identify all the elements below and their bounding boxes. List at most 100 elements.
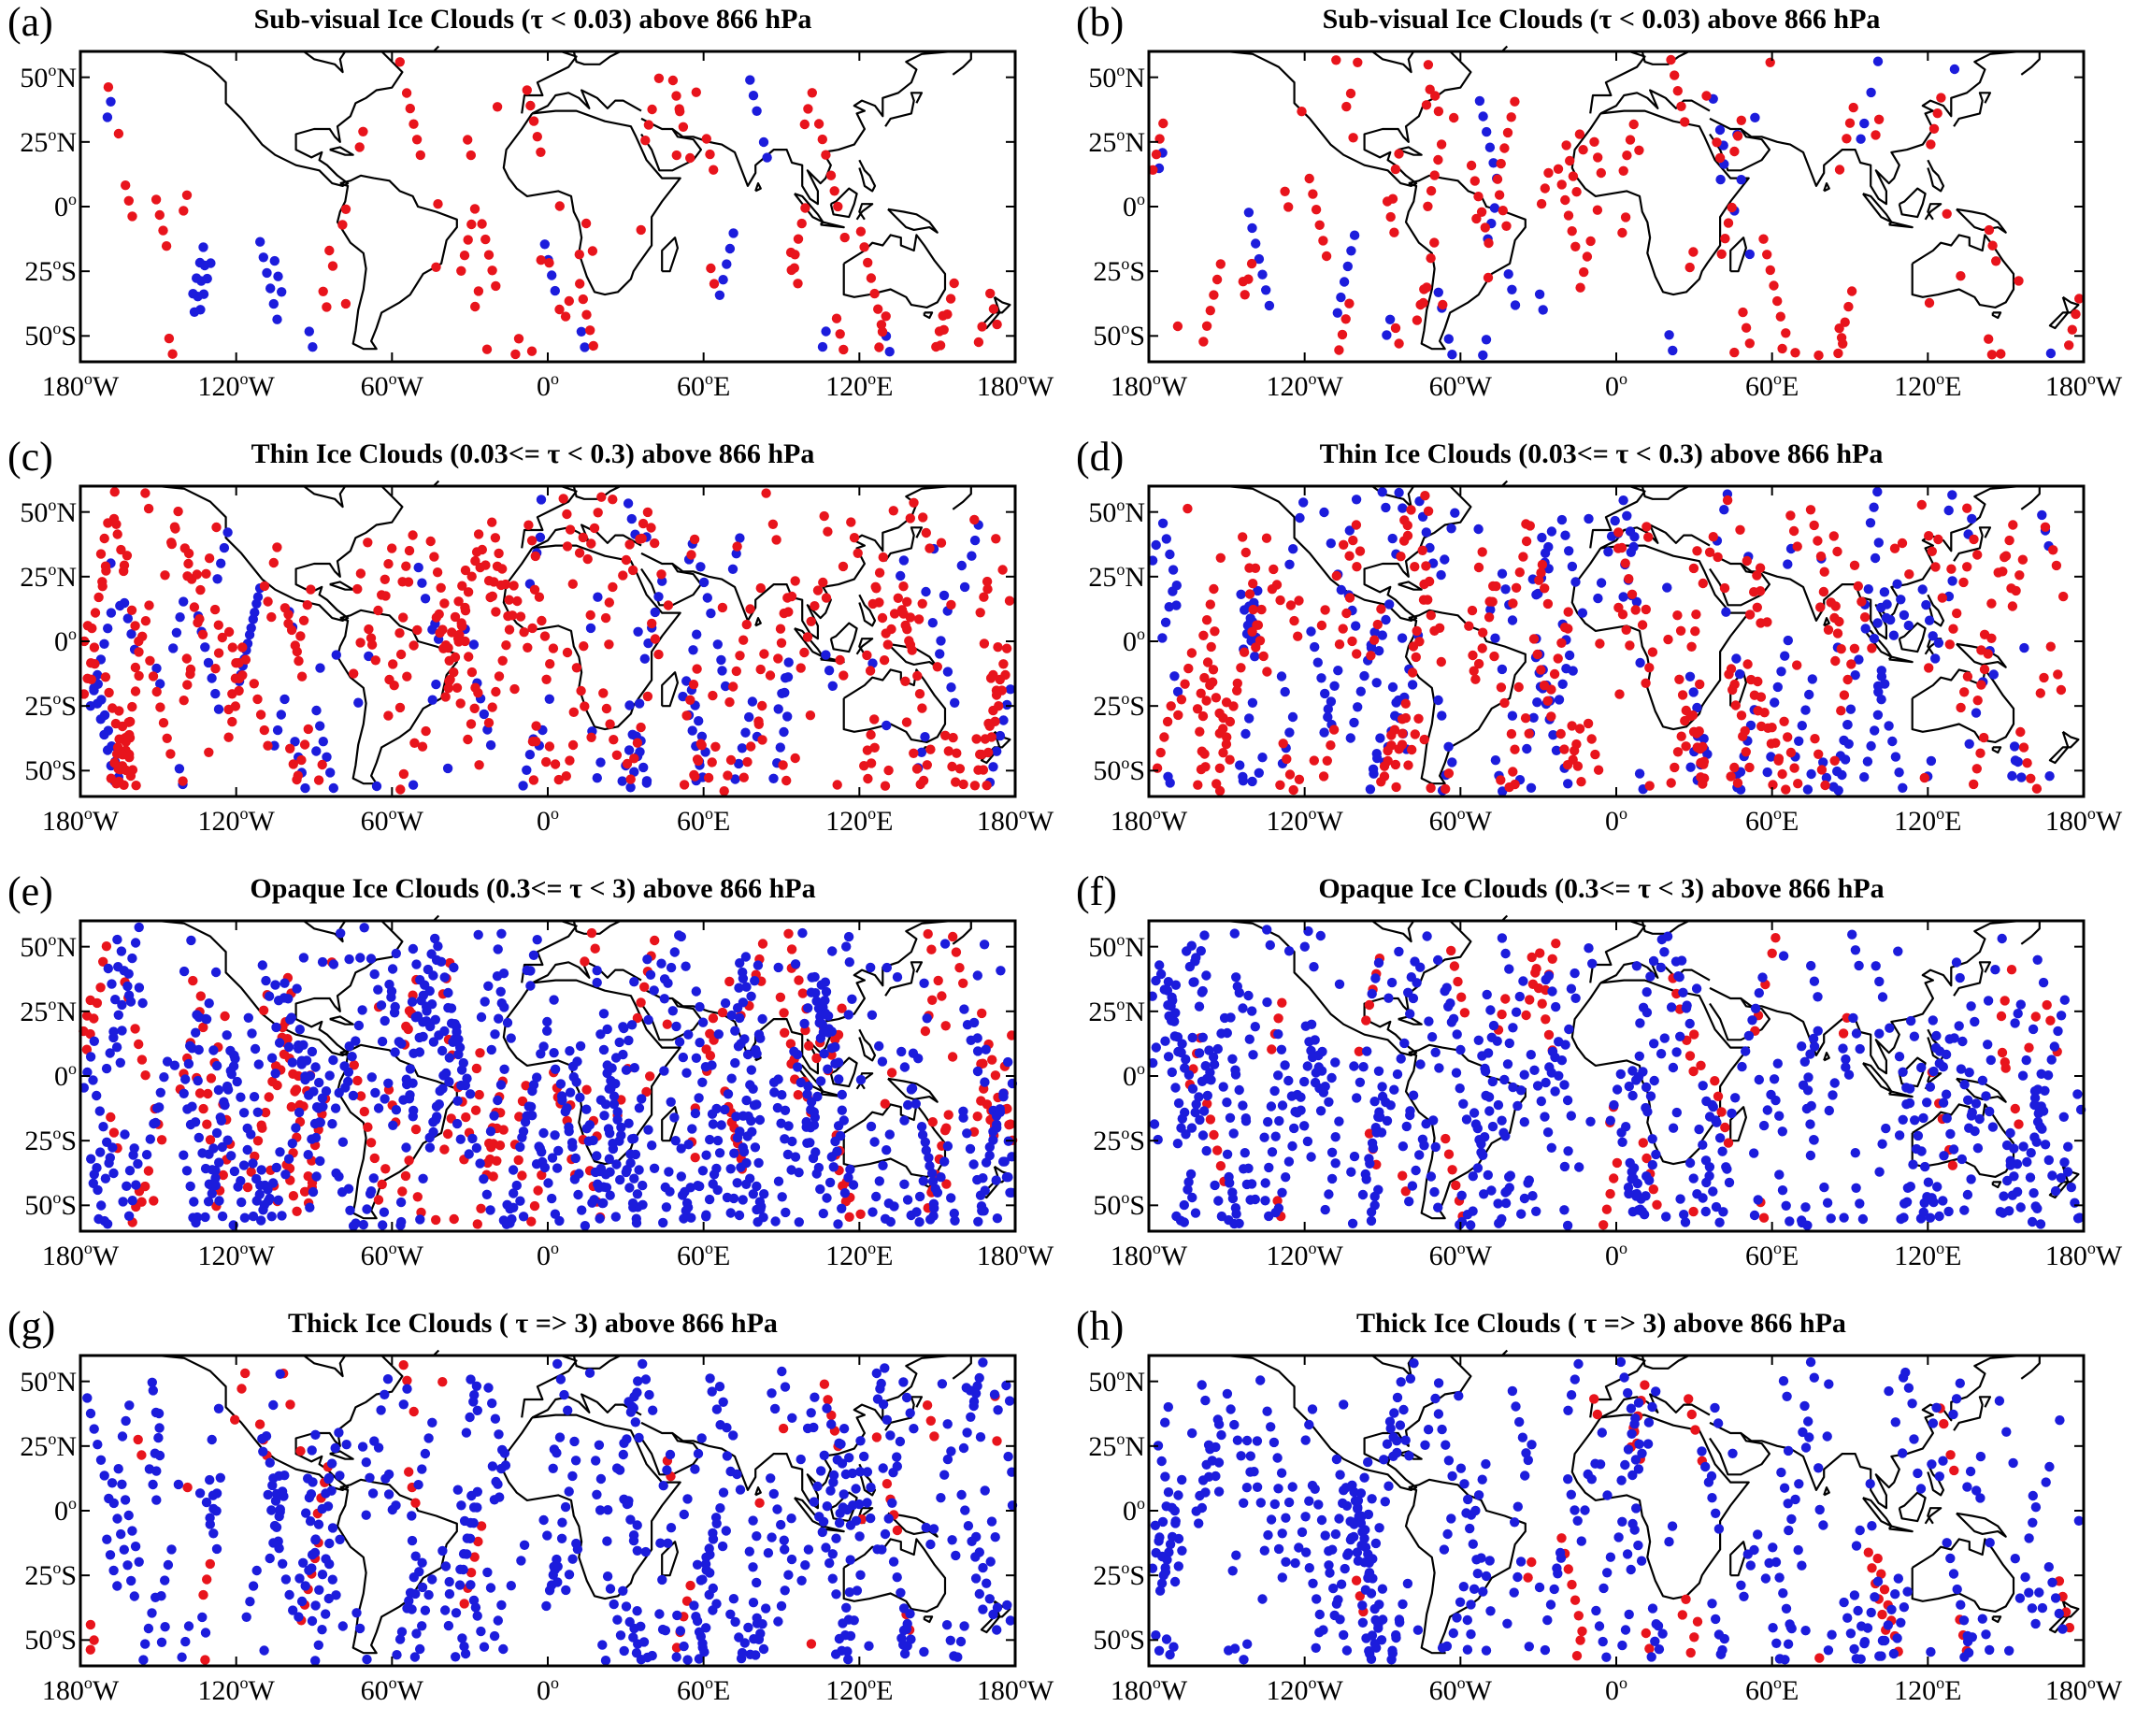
blue-point bbox=[493, 1480, 502, 1489]
red-point bbox=[484, 251, 494, 260]
blue-point bbox=[1300, 942, 1310, 952]
blue-point bbox=[923, 1013, 932, 1023]
red-point bbox=[914, 614, 924, 624]
blue-point bbox=[691, 1109, 700, 1118]
blue-point bbox=[744, 712, 753, 722]
blue-point bbox=[688, 645, 697, 654]
red-point bbox=[409, 1407, 419, 1416]
blue-point bbox=[1981, 1091, 1990, 1100]
red-point bbox=[470, 302, 480, 311]
blue-point bbox=[2046, 349, 2056, 358]
red-point bbox=[383, 559, 393, 568]
blue-point bbox=[315, 721, 324, 730]
red-point bbox=[833, 202, 842, 211]
red-point bbox=[1573, 761, 1583, 770]
panel-title: Thin Ice Clouds (0.03<= τ < 0.3) above 8… bbox=[0, 438, 1066, 470]
blue-point bbox=[1574, 1162, 1584, 1171]
blue-point bbox=[1156, 969, 1166, 979]
blue-point bbox=[1718, 1207, 1727, 1216]
red-point bbox=[319, 287, 328, 296]
blue-point bbox=[1938, 1196, 1947, 1205]
red-point bbox=[399, 769, 409, 779]
red-point bbox=[738, 636, 748, 645]
red-point bbox=[467, 667, 477, 677]
blue-point bbox=[236, 1093, 245, 1102]
red-point bbox=[988, 670, 997, 680]
red-point bbox=[463, 735, 472, 744]
red-point bbox=[1540, 681, 1549, 690]
blue-point bbox=[1299, 1121, 1309, 1130]
blue-point bbox=[425, 1142, 435, 1152]
blue-point bbox=[440, 972, 450, 982]
red-point bbox=[797, 219, 807, 228]
red-point bbox=[608, 582, 617, 592]
blue-point bbox=[196, 276, 206, 285]
red-point bbox=[1991, 256, 2000, 265]
blue-point bbox=[1489, 1021, 1498, 1030]
blue-point bbox=[351, 1036, 360, 1045]
red-point bbox=[1579, 267, 1588, 277]
red-point bbox=[1575, 283, 1584, 293]
red-point bbox=[480, 560, 490, 569]
red-point bbox=[1617, 228, 1627, 237]
blue-point bbox=[688, 725, 697, 735]
red-point bbox=[685, 153, 695, 163]
blue-point bbox=[1176, 1216, 1185, 1226]
red-point bbox=[463, 135, 472, 144]
blue-point bbox=[1512, 1101, 1522, 1111]
blue-point bbox=[469, 1502, 479, 1512]
red-point bbox=[349, 668, 358, 678]
blue-point bbox=[1404, 1197, 1413, 1206]
red-point bbox=[786, 248, 796, 257]
blue-point bbox=[433, 941, 442, 951]
x-tick-label: 60oW bbox=[1395, 1242, 1526, 1270]
red-point bbox=[1468, 651, 1477, 660]
blue-point bbox=[1381, 503, 1390, 512]
red-point bbox=[1201, 696, 1211, 705]
red-point bbox=[482, 345, 492, 354]
red-point bbox=[457, 581, 466, 591]
red-point bbox=[981, 734, 990, 743]
blue-point bbox=[1721, 1162, 1730, 1171]
red-point bbox=[563, 648, 572, 657]
red-point bbox=[287, 625, 296, 635]
red-point bbox=[1376, 777, 1385, 786]
blue-point bbox=[978, 1563, 987, 1572]
blue-point bbox=[680, 1187, 689, 1197]
blue-point bbox=[693, 1560, 702, 1570]
x-tick-label: 180oW bbox=[15, 373, 146, 401]
blue-point bbox=[1263, 1117, 1272, 1126]
blue-point bbox=[1925, 616, 1934, 625]
blue-point bbox=[191, 1117, 200, 1126]
blue-point bbox=[179, 967, 189, 976]
blue-point bbox=[1213, 1196, 1223, 1205]
blue-point bbox=[683, 1140, 693, 1149]
blue-point bbox=[533, 935, 542, 944]
red-point bbox=[1777, 769, 1786, 779]
red-point bbox=[977, 1009, 986, 1018]
red-point bbox=[923, 1400, 932, 1410]
blue-point bbox=[1238, 1003, 1247, 1012]
blue-point bbox=[428, 696, 437, 705]
blue-point bbox=[959, 1621, 968, 1630]
red-point bbox=[1335, 639, 1344, 649]
blue-point bbox=[679, 1642, 688, 1651]
blue-point bbox=[1446, 524, 1455, 533]
blue-point bbox=[106, 97, 115, 107]
blue-point bbox=[1198, 1033, 1208, 1042]
blue-point bbox=[996, 966, 1005, 975]
blue-point bbox=[520, 1541, 529, 1550]
blue-point bbox=[545, 695, 554, 704]
blue-point bbox=[112, 1042, 122, 1052]
blue-point bbox=[437, 1546, 447, 1556]
blue-point bbox=[1477, 1051, 1486, 1060]
blue-point bbox=[715, 1382, 724, 1391]
blue-point bbox=[1314, 1062, 1324, 1071]
red-point bbox=[1218, 748, 1227, 757]
red-point bbox=[380, 575, 390, 584]
blue-point bbox=[1163, 1000, 1172, 1010]
blue-point bbox=[1617, 1138, 1627, 1147]
blue-point bbox=[595, 1213, 604, 1223]
blue-point bbox=[157, 1638, 166, 1647]
red-point bbox=[853, 549, 863, 558]
